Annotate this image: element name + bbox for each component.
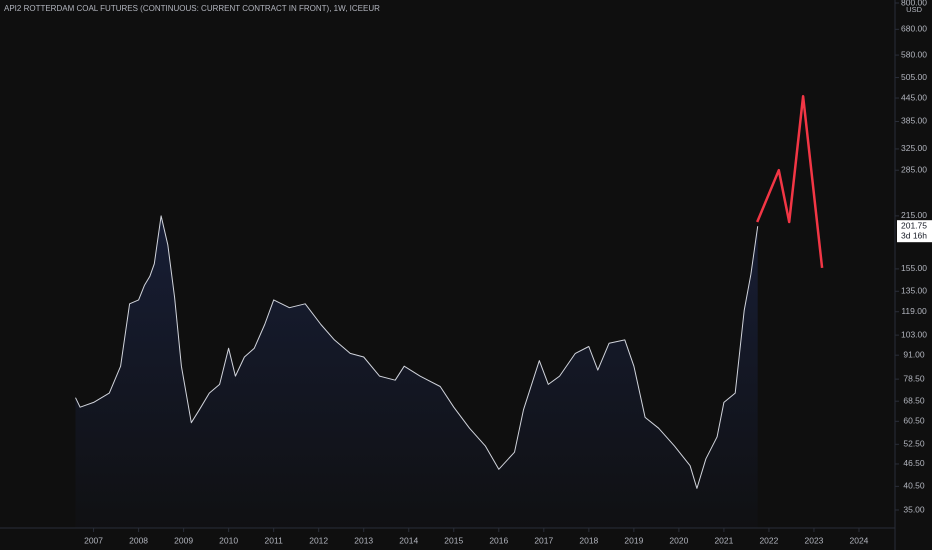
last-price-box bbox=[897, 220, 932, 243]
x-tick-label: 2011 bbox=[265, 535, 284, 545]
chart-title: API2 ROTTERDAM COAL FUTURES (CONTINUOUS:… bbox=[4, 4, 380, 13]
y-tick-label: 325.00 bbox=[901, 143, 927, 153]
x-tick-label: 2022 bbox=[759, 535, 778, 545]
x-tick-label: 2020 bbox=[669, 535, 688, 545]
x-tick-label: 2015 bbox=[444, 535, 463, 545]
y-tick-label: 800.00 bbox=[901, 0, 927, 7]
y-tick-label: 285.00 bbox=[901, 164, 927, 174]
x-tick-label: 2014 bbox=[399, 535, 418, 545]
y-tick-label: 505.00 bbox=[901, 72, 927, 82]
x-tick-label: 2009 bbox=[174, 535, 193, 545]
y-tick-label: 680.00 bbox=[901, 24, 927, 34]
forecast-drawing bbox=[756, 94, 824, 269]
x-tick-label: 2008 bbox=[129, 535, 148, 545]
y-tick-label: 60.50 bbox=[903, 416, 925, 426]
y-tick-label: 155.00 bbox=[901, 263, 927, 273]
y-tick-label: 385.00 bbox=[901, 116, 927, 126]
y-tick-label: 78.50 bbox=[903, 373, 925, 383]
y-tick-label: 68.50 bbox=[903, 395, 925, 405]
y-tick-label: 40.50 bbox=[903, 481, 925, 491]
currency: USD bbox=[906, 5, 922, 14]
area bbox=[75, 215, 758, 528]
countdown-label: 3d 16h bbox=[901, 230, 927, 240]
y-tick-label: 580.00 bbox=[901, 49, 927, 59]
x-tick-label: 2007 bbox=[84, 535, 103, 545]
x-tick-label: 2012 bbox=[309, 535, 328, 545]
y-tick-label: 46.50 bbox=[903, 458, 925, 468]
y-tick-label: 135.00 bbox=[901, 286, 927, 296]
y-tick-label: 119.00 bbox=[901, 306, 927, 316]
x-tick-label: 2019 bbox=[624, 535, 643, 545]
x-tick-label: 2023 bbox=[804, 535, 823, 545]
x-tick-label: 2021 bbox=[714, 535, 733, 545]
y-tick-label: 91.00 bbox=[903, 349, 925, 359]
y-tick-label: 445.00 bbox=[901, 92, 927, 102]
x-tick-label: 2016 bbox=[489, 535, 508, 545]
y-tick-label: 35.00 bbox=[903, 504, 925, 514]
x-tick-label: 2017 bbox=[534, 535, 553, 545]
x-tick-label: 2018 bbox=[579, 535, 598, 545]
x-tick-label: 2010 bbox=[219, 535, 238, 545]
y-tick-label: 215.00 bbox=[901, 210, 927, 220]
last-price-label: 201.75 bbox=[901, 220, 927, 230]
y-tick-label: 52.50 bbox=[903, 439, 925, 449]
price-line bbox=[75, 215, 759, 489]
x-tick-label: 2024 bbox=[850, 535, 869, 545]
x-tick-label: 2013 bbox=[354, 535, 373, 545]
y-tick-label: 103.00 bbox=[901, 329, 927, 339]
